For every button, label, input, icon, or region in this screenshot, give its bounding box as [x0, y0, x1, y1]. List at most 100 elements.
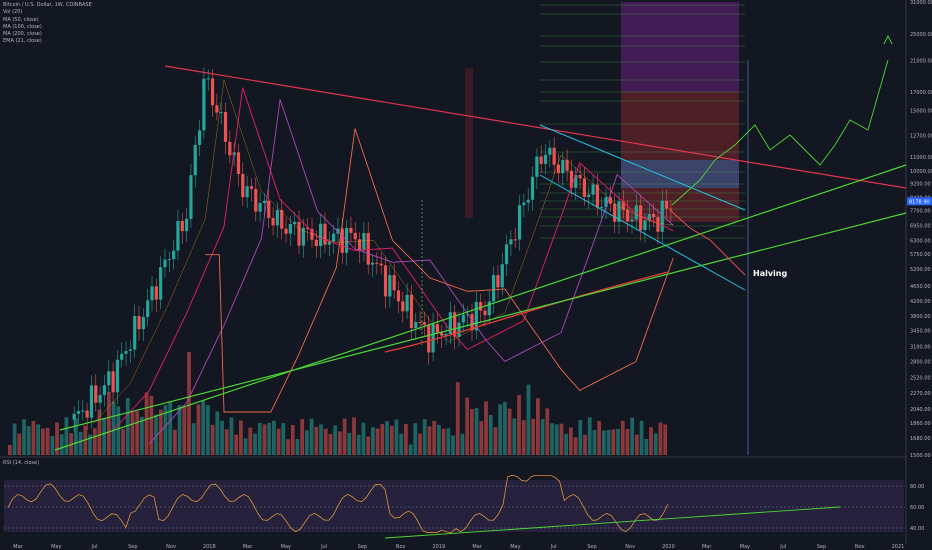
- support-line-upper: [54, 164, 907, 451]
- candle-body: [306, 227, 310, 230]
- volume-bar: [187, 351, 191, 455]
- time-tick-label: Nov: [855, 544, 865, 550]
- volume-bar: [606, 429, 611, 455]
- candle-body: [159, 267, 163, 300]
- volume-bar: [144, 392, 149, 455]
- candle-body: [94, 385, 98, 403]
- candle-body: [293, 221, 297, 225]
- bearish-projection: [669, 209, 746, 276]
- candle-body: [353, 232, 357, 240]
- candle-body: [639, 205, 643, 231]
- volume-bar: [474, 408, 479, 455]
- volume-bar: [418, 433, 422, 455]
- price-tick-label: 4650.00: [910, 284, 931, 290]
- candle-body: [608, 197, 612, 204]
- time-tick-label: May: [51, 544, 61, 550]
- volume-bar: [663, 424, 668, 455]
- rsi-tick-label: 40.00: [910, 526, 924, 532]
- candle-body: [128, 349, 132, 352]
- time-tick-label: May: [740, 544, 750, 550]
- indicator-ma50[interactable]: MA (50, close): [3, 16, 39, 23]
- volume-bar: [88, 434, 92, 455]
- volume-bar: [220, 420, 224, 455]
- volume-bar: [422, 419, 427, 455]
- volume-bar: [224, 429, 229, 455]
- candle-body: [314, 239, 318, 247]
- volume-bar: [408, 444, 413, 455]
- price-tick-label: 3100.00: [910, 344, 931, 350]
- candle-body: [526, 199, 530, 203]
- candle-body: [137, 316, 141, 330]
- ema21-line: [92, 79, 674, 425]
- candles: [72, 67, 673, 433]
- long-ema-ribbon: [384, 271, 669, 353]
- indicator-ma200[interactable]: MA (200, close): [3, 31, 42, 38]
- volume-bar: [559, 423, 564, 455]
- volume-bar: [639, 420, 644, 455]
- volume-bar: [564, 433, 569, 455]
- volume-bar: [375, 428, 380, 455]
- volume-bar: [281, 423, 286, 455]
- candle-body: [133, 316, 137, 350]
- indicator-ema21[interactable]: EMA (21, close): [3, 38, 42, 45]
- candle-body: [301, 227, 305, 246]
- candle-body: [418, 321, 422, 323]
- volume-bar: [173, 429, 177, 455]
- time-axis: Mar May Jul Sep Nov 2018 Mar May Jul Sep Nov 2019 Ma…: [13, 544, 904, 550]
- indicator-ma100[interactable]: MA (100, close): [3, 23, 42, 30]
- volume-bar: [45, 427, 50, 455]
- candle-body: [470, 314, 474, 331]
- time-tick-label: Sep: [128, 544, 137, 550]
- candle-body: [626, 209, 630, 222]
- price-tick-label: 15000.00: [910, 109, 932, 115]
- resistance-line: [164, 65, 907, 189]
- candle-body: [535, 156, 539, 177]
- candle-body: [249, 186, 254, 189]
- volume-bar: [50, 435, 55, 455]
- volume-bar: [507, 408, 512, 455]
- price-axis: 31000.00 25000.00 21000.00 17000.00 15000.00…: [910, 0, 932, 459]
- volume-bar: [521, 420, 526, 455]
- volume-bar: [22, 419, 26, 455]
- candle-body: [453, 312, 457, 337]
- volume-bar: [554, 424, 559, 455]
- candle-body: [327, 241, 331, 245]
- candle-body: [349, 227, 353, 233]
- volume-bar: [239, 420, 243, 455]
- volume-bar: [177, 405, 182, 455]
- volume-bar: [59, 434, 64, 455]
- volume-bar: [97, 409, 102, 455]
- halving-label: Halving: [753, 269, 787, 278]
- candle-body: [154, 286, 158, 300]
- candle-body: [115, 359, 120, 393]
- indicator-vol[interactable]: Vol (20): [3, 9, 23, 16]
- candle-body: [310, 229, 314, 240]
- volume-bar: [616, 428, 620, 455]
- candle-body: [427, 324, 431, 353]
- support-line-lower: [59, 212, 907, 431]
- rsi-legend[interactable]: RSI (14, close): [3, 460, 40, 466]
- time-tick-label: Mar: [243, 544, 253, 550]
- volume-bar: [644, 438, 649, 455]
- volume-bar: [545, 408, 550, 455]
- price-tick-label: 25000.00: [910, 32, 932, 38]
- volume-bar: [427, 426, 432, 455]
- volume-bar: [404, 423, 408, 455]
- volume-bar: [158, 409, 163, 455]
- volume-bar: [140, 416, 144, 455]
- candle-body: [487, 301, 491, 316]
- volume-bar: [149, 395, 154, 455]
- channel-bottom: [539, 174, 746, 291]
- time-tick-label: 2021: [892, 544, 905, 550]
- price-tick-label: 17000.00: [910, 90, 932, 96]
- time-tick-label: Jul: [550, 544, 557, 550]
- candle-body: [215, 105, 219, 113]
- candle-body: [202, 78, 206, 131]
- candle-body: [236, 152, 241, 174]
- candle-body: [197, 130, 202, 145]
- volume-bar: [55, 422, 59, 455]
- candle-body: [206, 78, 210, 80]
- candle-body: [362, 233, 366, 251]
